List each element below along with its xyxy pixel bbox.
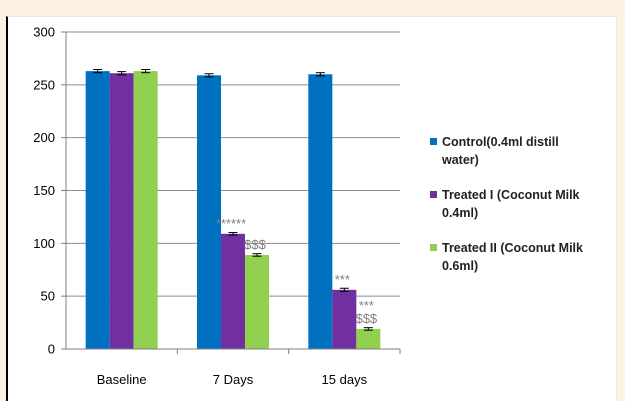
bar <box>85 71 110 349</box>
legend: Control(0.4ml distill water) Treated I (Co… <box>430 135 583 273</box>
legend-entry: Treated I (Coconut Milk <box>442 188 580 202</box>
x-tick-label: Baseline <box>97 372 147 387</box>
bar <box>308 74 333 350</box>
y-tick-label: 200 <box>33 130 55 145</box>
significance-label: *** <box>335 272 350 287</box>
legend-swatch <box>430 191 437 198</box>
legend-entry: water) <box>441 153 479 167</box>
bar <box>221 233 245 349</box>
axes: 0 50 100 150 200 250 300 Baseline 7 Days 15 days <box>33 25 401 387</box>
y-tick-label: 50 <box>41 289 55 304</box>
y-tick-label: 150 <box>33 183 55 198</box>
y-tick-label: 0 <box>48 342 55 357</box>
bar <box>332 289 357 349</box>
legend-entry: 0.6ml) <box>442 259 478 273</box>
legend-entry: Treated II (Coconut Milk <box>442 241 583 255</box>
bar <box>356 328 381 349</box>
bar <box>133 71 158 349</box>
y-tick-label: 300 <box>33 25 55 40</box>
bars: ******$$$******$$$ <box>85 69 381 350</box>
significance-label: $$$ <box>355 311 377 326</box>
significance-label: $$$ <box>244 237 266 252</box>
significance-label: ****** <box>216 216 246 231</box>
bar <box>245 254 269 349</box>
y-tick-label: 250 <box>33 77 55 92</box>
y-tick-label: 100 <box>33 236 55 251</box>
legend-entry: 0.4ml) <box>442 206 478 220</box>
legend-swatch <box>430 138 437 145</box>
legend-entry: Control(0.4ml distill <box>442 135 559 149</box>
significance-label: *** <box>359 298 374 313</box>
x-tick-label: 15 days <box>322 372 368 387</box>
bar <box>109 73 134 350</box>
bar <box>197 75 221 349</box>
x-tick-label: 7 Days <box>213 372 254 387</box>
legend-swatch <box>430 244 437 251</box>
